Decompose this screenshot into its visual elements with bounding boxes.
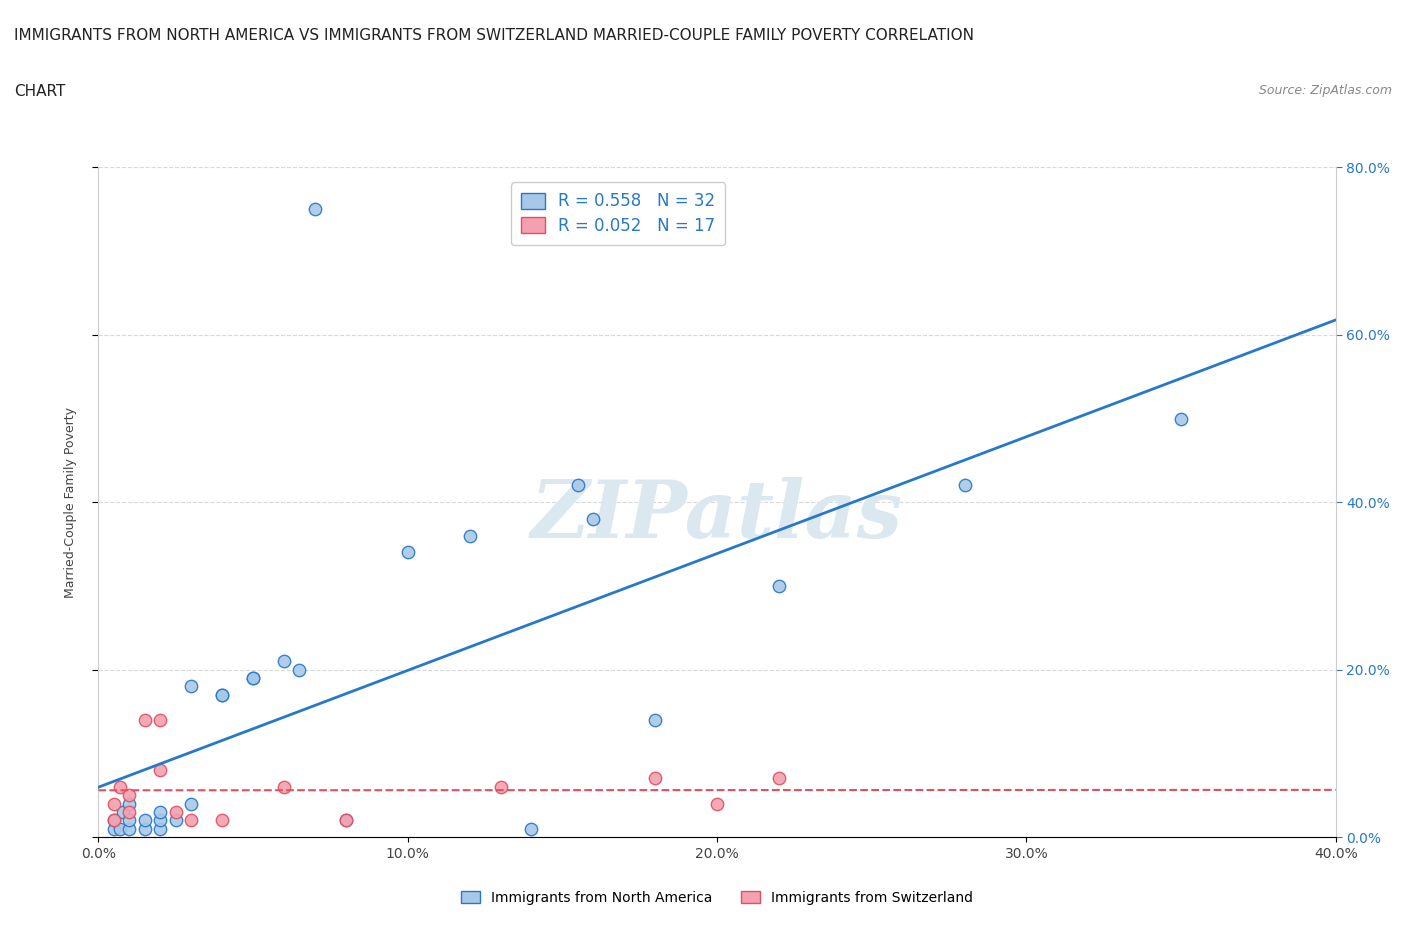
- Point: [288, 662, 311, 677]
- Point: [165, 804, 187, 819]
- Point: [768, 771, 790, 786]
- Point: [211, 813, 233, 828]
- Point: [335, 813, 357, 828]
- Point: [582, 512, 605, 526]
- Point: [118, 813, 141, 828]
- Point: [242, 671, 264, 685]
- Point: [211, 687, 233, 702]
- Point: [103, 813, 125, 828]
- Legend: Immigrants from North America, Immigrants from Switzerland: Immigrants from North America, Immigrant…: [456, 885, 979, 910]
- Point: [118, 804, 141, 819]
- Point: [242, 671, 264, 685]
- Point: [180, 796, 202, 811]
- Point: [768, 578, 790, 593]
- Point: [108, 779, 131, 794]
- Point: [103, 821, 125, 836]
- Point: [1170, 411, 1192, 426]
- Point: [304, 202, 326, 217]
- Point: [458, 528, 481, 543]
- Point: [273, 654, 295, 669]
- Point: [118, 821, 141, 836]
- Point: [103, 796, 125, 811]
- Point: [644, 712, 666, 727]
- Point: [165, 813, 187, 828]
- Point: [149, 712, 172, 727]
- Point: [134, 821, 156, 836]
- Text: ZIPatlas: ZIPatlas: [531, 477, 903, 554]
- Y-axis label: Married-Couple Family Poverty: Married-Couple Family Poverty: [63, 406, 77, 598]
- Point: [149, 763, 172, 777]
- Point: [489, 779, 512, 794]
- Point: [149, 813, 172, 828]
- Text: CHART: CHART: [14, 84, 66, 99]
- Point: [335, 813, 357, 828]
- Point: [706, 796, 728, 811]
- Point: [644, 771, 666, 786]
- Point: [103, 813, 125, 828]
- Point: [134, 712, 156, 727]
- Point: [180, 813, 202, 828]
- Point: [567, 478, 589, 493]
- Point: [180, 679, 202, 694]
- Point: [396, 545, 419, 560]
- Point: [112, 804, 135, 819]
- Point: [134, 813, 156, 828]
- Text: IMMIGRANTS FROM NORTH AMERICA VS IMMIGRANTS FROM SWITZERLAND MARRIED-COUPLE FAMI: IMMIGRANTS FROM NORTH AMERICA VS IMMIGRA…: [14, 28, 974, 43]
- Text: Source: ZipAtlas.com: Source: ZipAtlas.com: [1258, 84, 1392, 97]
- Point: [211, 687, 233, 702]
- Point: [520, 821, 543, 836]
- Point: [108, 821, 131, 836]
- Point: [273, 779, 295, 794]
- Point: [118, 796, 141, 811]
- Point: [118, 788, 141, 803]
- Point: [953, 478, 976, 493]
- Point: [149, 821, 172, 836]
- Point: [149, 804, 172, 819]
